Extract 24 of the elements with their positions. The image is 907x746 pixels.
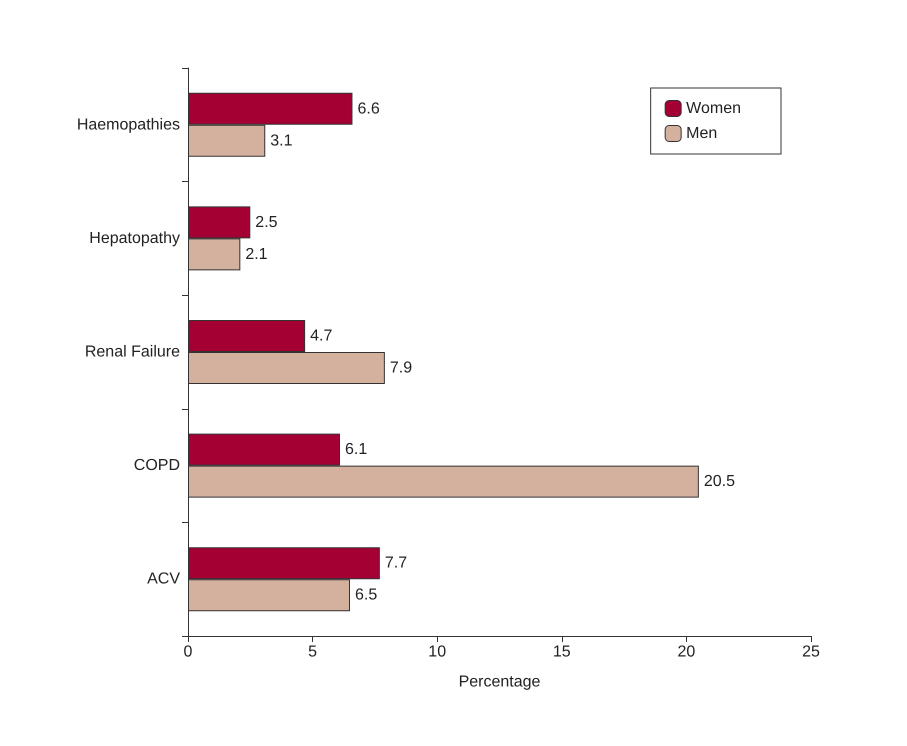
data-label: 7.7	[384, 554, 408, 572]
y-tick-label: Renal Failure	[84, 344, 180, 360]
data-label: 3.1	[270, 132, 293, 150]
data-label: 7.9	[390, 360, 412, 376]
data-label: 2.1	[245, 246, 268, 263]
x-tick-label: 0	[184, 644, 193, 660]
x-tick-label: 5	[308, 644, 318, 660]
legend-label: Women	[686, 100, 742, 117]
x-tick-label: 15	[552, 644, 571, 660]
x-axis-title: Percentage	[458, 674, 541, 690]
data-label: 6.1	[345, 441, 368, 458]
data-label: 6.5	[354, 586, 378, 604]
x-tick-label: 10	[428, 644, 446, 660]
x-tick-label: 20	[678, 644, 696, 660]
x-tick-label: 25	[802, 644, 820, 660]
data-label: 20.5	[704, 473, 736, 490]
y-tick-label: COPD	[134, 457, 180, 474]
data-label: 6.6	[357, 100, 380, 118]
data-label: 4.7	[310, 328, 332, 344]
y-tick-label: ACV	[147, 570, 180, 588]
y-tick-label: Haemopathies	[76, 116, 180, 134]
data-label: 2.5	[255, 214, 278, 231]
y-tick-label: Hepatopathy	[89, 230, 180, 247]
legend-label: Men	[686, 125, 718, 142]
